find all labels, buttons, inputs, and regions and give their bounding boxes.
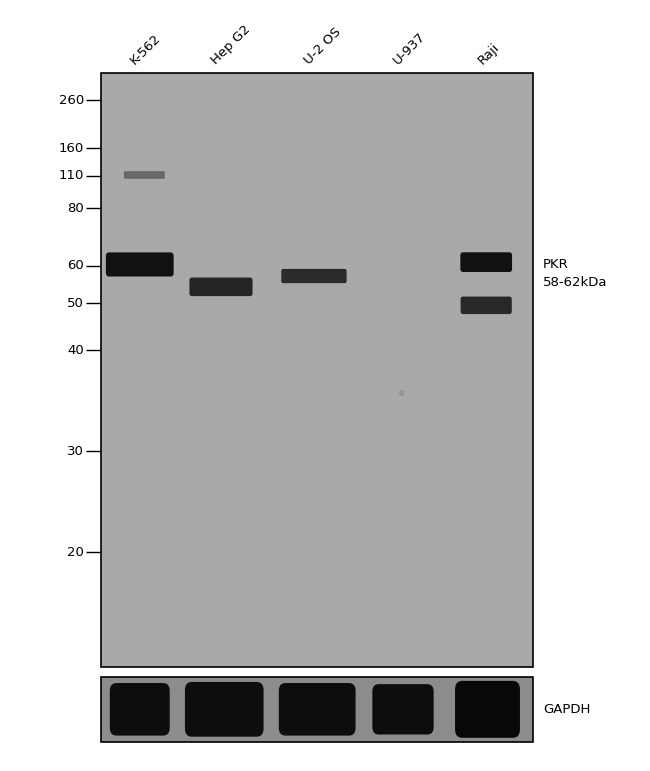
Text: 160: 160 — [58, 142, 84, 154]
FancyBboxPatch shape — [279, 683, 356, 736]
Text: 20: 20 — [67, 546, 84, 558]
Text: GAPDH: GAPDH — [543, 703, 590, 715]
Text: 30: 30 — [67, 445, 84, 457]
Text: 50: 50 — [67, 297, 84, 309]
FancyBboxPatch shape — [101, 73, 533, 667]
Text: Hep G2: Hep G2 — [209, 23, 253, 67]
FancyBboxPatch shape — [106, 252, 174, 277]
Text: Raji: Raji — [475, 41, 502, 67]
FancyBboxPatch shape — [455, 681, 520, 738]
FancyBboxPatch shape — [460, 252, 512, 272]
FancyBboxPatch shape — [124, 171, 164, 179]
Text: 60: 60 — [67, 260, 84, 272]
FancyBboxPatch shape — [461, 297, 512, 314]
Text: U-2 OS: U-2 OS — [302, 25, 343, 67]
Text: K-562: K-562 — [127, 32, 163, 67]
FancyBboxPatch shape — [101, 677, 533, 742]
Text: 260: 260 — [58, 94, 84, 106]
FancyBboxPatch shape — [399, 391, 404, 396]
Text: 110: 110 — [58, 170, 84, 182]
Text: 80: 80 — [67, 202, 84, 214]
Text: U-937: U-937 — [391, 30, 428, 67]
Text: 40: 40 — [67, 344, 84, 356]
FancyBboxPatch shape — [372, 684, 434, 735]
FancyBboxPatch shape — [110, 683, 170, 736]
FancyBboxPatch shape — [189, 278, 253, 296]
FancyBboxPatch shape — [185, 682, 264, 737]
FancyBboxPatch shape — [281, 269, 346, 283]
Text: PKR
58-62kDa: PKR 58-62kDa — [543, 258, 607, 289]
